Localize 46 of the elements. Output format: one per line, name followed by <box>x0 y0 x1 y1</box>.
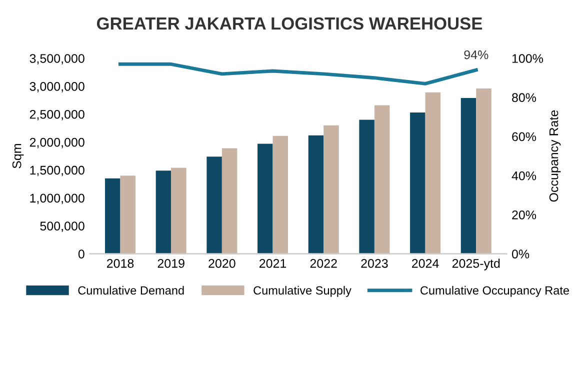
y-tick-label: 3,500,000 <box>30 54 84 64</box>
y-tick-label: 1,500,000 <box>30 166 84 176</box>
y2-tick-label: 100% <box>512 54 544 63</box>
y-tick-label: 1,000,000 <box>30 194 84 204</box>
bar <box>425 92 441 254</box>
x-tick-label: 2022 <box>310 258 337 268</box>
bar <box>272 136 288 254</box>
legend-label: Cumulative Supply <box>254 286 352 297</box>
x-tick-label: 2019 <box>158 258 184 268</box>
bar <box>359 120 374 254</box>
y-tick-label: 3,000,000 <box>30 82 84 92</box>
bar <box>476 88 492 254</box>
y2-tick-label: 60% <box>512 132 536 142</box>
bar <box>222 148 238 254</box>
x-tick-label: 2020 <box>208 258 236 268</box>
x-tick-label: 2023 <box>361 258 388 268</box>
y-tick-label: 2,500,000 <box>30 110 84 120</box>
y-tick-label: 500,000 <box>40 222 84 232</box>
x-tick-label: 2018 <box>106 258 134 268</box>
bar <box>120 176 136 254</box>
bar <box>460 98 476 254</box>
y-axis-title: Sqm <box>12 144 24 168</box>
bar <box>410 112 426 254</box>
bar <box>324 125 339 254</box>
y2-tick-label: 80% <box>512 93 536 102</box>
data-label: 94% <box>464 50 488 60</box>
chart-title: GREATER JAKARTA LOGISTICS WAREHOUSE <box>96 17 482 30</box>
legend-label: Cumulative Demand <box>78 286 184 295</box>
bar <box>104 178 120 254</box>
y-tick-label: 2,000,000 <box>30 138 84 148</box>
legend-label: Cumulative Occupancy Rate <box>420 286 570 297</box>
x-tick-label: 2021 <box>259 258 286 268</box>
x-tick-label: 2024 <box>412 258 439 268</box>
bar <box>258 144 273 254</box>
y2-axis-title: Occupancy Rate <box>549 110 561 202</box>
bar <box>156 170 172 254</box>
y2-tick-label: 40% <box>512 171 536 180</box>
y2-tick-label: 20% <box>512 210 536 220</box>
x-tick-label: 2025-ytd <box>452 258 500 270</box>
bar <box>308 135 324 254</box>
bar <box>374 105 390 254</box>
bar <box>206 156 222 254</box>
y2-tick-label: 0% <box>512 250 530 258</box>
y-tick-label: 0 <box>78 250 84 258</box>
bar <box>171 168 186 254</box>
line-series <box>118 62 478 86</box>
